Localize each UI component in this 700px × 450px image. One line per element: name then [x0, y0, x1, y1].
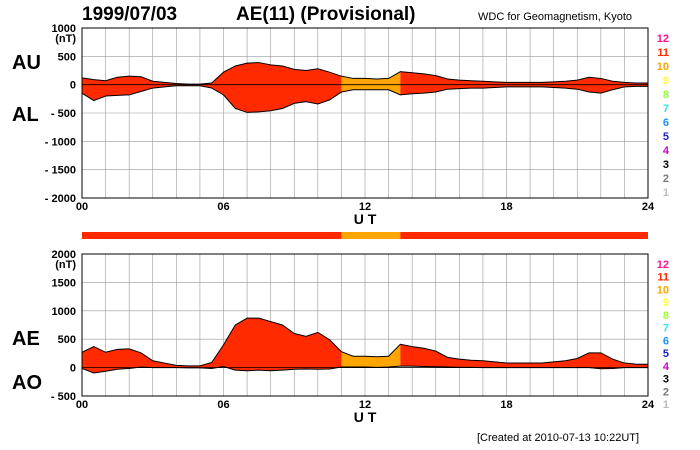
legend-station-count: 3 — [663, 159, 669, 171]
data-source-label: WDC for Geomagnetism, Kyoto — [478, 11, 633, 23]
x-tick-label: 06 — [217, 399, 229, 411]
x-tick-label: 00 — [76, 201, 88, 213]
y-tick-label: 500 — [58, 51, 76, 63]
y-tick-label: 1500 — [52, 277, 76, 289]
al-label: AL — [12, 104, 39, 126]
legend-station-count: 3 — [663, 374, 669, 386]
y-unit-label: (nT) — [55, 33, 76, 45]
plot-frame — [81, 27, 649, 199]
ao-label: AO — [12, 372, 42, 394]
legend-station-count: 9 — [663, 75, 669, 87]
series-area-fill — [400, 344, 648, 369]
station-count-bar-segment — [400, 232, 648, 239]
legend-station-count: 10 — [657, 284, 669, 296]
y-tick-label: - 500 — [51, 108, 76, 120]
x-tick-label: 12 — [359, 201, 371, 213]
y-tick-label: 1000 — [52, 23, 76, 35]
legend-station-count: 7 — [663, 103, 669, 115]
series-line-ae — [81, 317, 648, 367]
y-tick-label: 2000 — [52, 249, 76, 261]
legend-station-count: 5 — [663, 348, 669, 360]
legend-station-count: 4 — [663, 145, 670, 157]
x-tick-label: 18 — [500, 399, 512, 411]
y-unit-label: (nT) — [55, 259, 76, 271]
legend-station-count: 8 — [663, 310, 669, 322]
chart-date: 1999/07/03 — [82, 4, 178, 25]
legend-station-count: 9 — [663, 297, 669, 309]
y-tick-label: 0 — [70, 363, 76, 375]
series-area-fill — [82, 62, 342, 113]
x-tick-label: 24 — [642, 201, 655, 213]
legend-station-count: 5 — [663, 131, 669, 143]
legend-station-count: 11 — [657, 47, 669, 59]
legend-station-count: 6 — [663, 117, 669, 129]
legend-station-count: 6 — [663, 335, 669, 347]
x-tick-label: 00 — [76, 399, 88, 411]
y-tick-label: - 1500 — [45, 165, 76, 177]
y-tick-label: 1000 — [52, 306, 76, 318]
x-axis-title: U T — [354, 211, 377, 227]
y-tick-label: - 1000 — [45, 136, 76, 148]
legend-station-count: 1 — [663, 187, 669, 199]
station-count-bar-segment — [82, 232, 342, 239]
series-area-fill — [341, 71, 401, 95]
y-tick-label: 0 — [70, 80, 76, 92]
series-area-fill — [82, 318, 342, 373]
legend-station-count: 2 — [663, 173, 669, 185]
y-tick-label: - 2000 — [45, 193, 76, 205]
series-area-fill — [400, 71, 648, 95]
series-line-au — [81, 62, 648, 85]
series-line-al — [81, 85, 648, 113]
plot-frame — [81, 253, 649, 397]
x-tick-label: 18 — [500, 201, 512, 213]
au-label: AU — [12, 52, 41, 74]
x-tick-label: 12 — [359, 399, 371, 411]
chart-title: AE(11) (Provisional) — [236, 4, 416, 25]
y-tick-label: - 500 — [51, 391, 76, 403]
ae-label: AE — [12, 328, 40, 350]
legend-station-count: 1 — [663, 399, 669, 411]
legend-station-count: 8 — [663, 89, 669, 101]
station-count-bar-segment — [341, 232, 401, 239]
y-tick-label: 500 — [58, 334, 76, 346]
legend-station-count: 12 — [657, 33, 669, 45]
legend-station-count: 11 — [657, 272, 669, 284]
legend-station-count: 2 — [663, 386, 669, 398]
x-axis-title: U T — [354, 409, 377, 425]
legend-station-count: 10 — [657, 61, 669, 73]
x-tick-label: 06 — [217, 201, 229, 213]
legend-station-count: 4 — [663, 361, 670, 373]
created-timestamp: [Created at 2010-07-13 10:22UT] — [477, 432, 640, 444]
legend-station-count: 7 — [663, 323, 669, 335]
legend-station-count: 12 — [657, 259, 669, 271]
x-tick-label: 24 — [642, 399, 655, 411]
series-area-fill — [341, 344, 401, 368]
